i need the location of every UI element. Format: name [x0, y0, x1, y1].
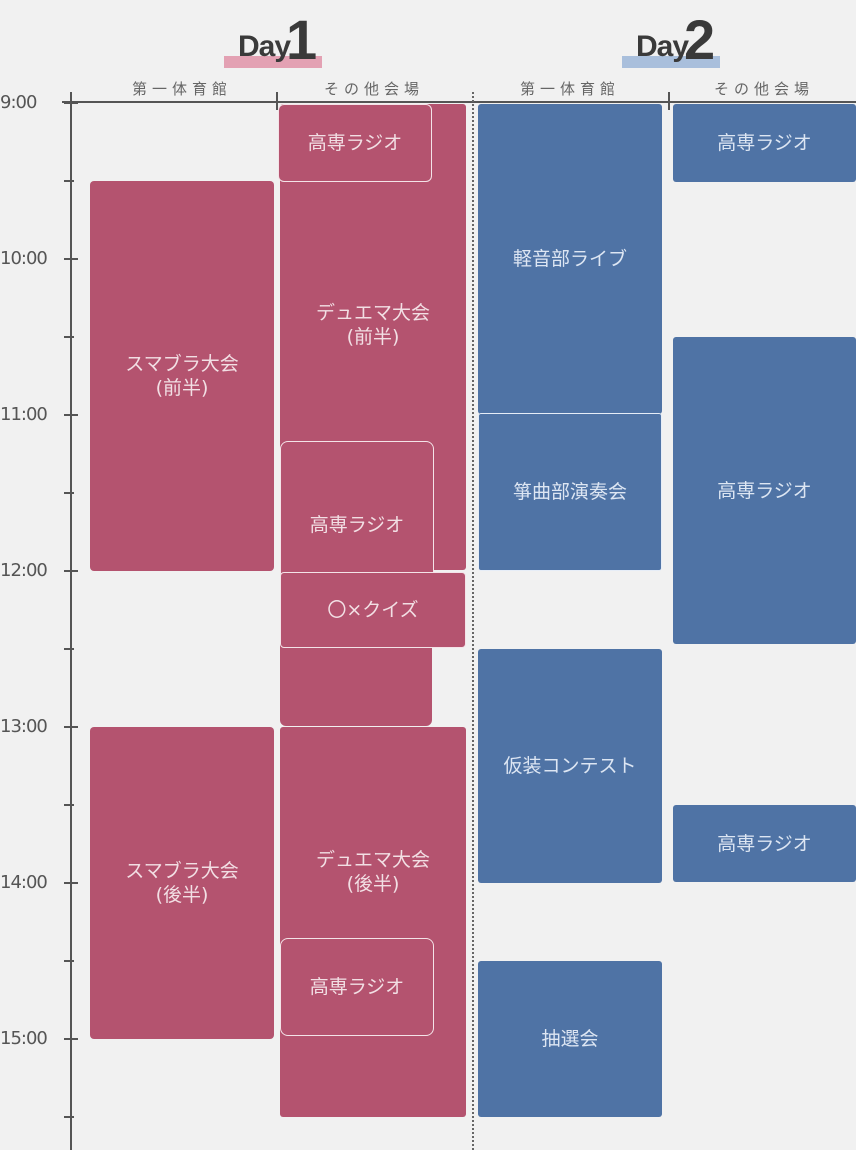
- event-label: 抽選会: [541, 1028, 599, 1050]
- event-lottery[interactable]: 抽選会: [478, 961, 662, 1117]
- event-label: スマブラ大会 (後半): [125, 860, 239, 906]
- event-label: 高専ラジオ: [717, 832, 812, 855]
- event-label: 〇×クイズ: [327, 599, 419, 621]
- hour-tick: [64, 102, 78, 104]
- event-kosen-radio-1430[interactable]: 高専ラジオ: [280, 938, 434, 1036]
- event-label: 高専ラジオ: [307, 132, 403, 154]
- half-hour-tick: [64, 804, 74, 806]
- event-koto-concert[interactable]: 箏曲部演奏会: [478, 413, 662, 571]
- hour-label-900: 9:00: [0, 92, 37, 113]
- hour-label-1200: 12:00: [0, 560, 48, 581]
- day-divider: [472, 92, 474, 1150]
- event-kosen-radio-block: [280, 640, 432, 726]
- hour-label-1300: 13:00: [0, 716, 48, 737]
- event-smash-first-half[interactable]: スマブラ大会 (前半): [90, 181, 274, 571]
- header-separator: [668, 92, 670, 110]
- col-header-day2-gym: 第一体育館: [519, 80, 620, 98]
- header-separator: [276, 92, 278, 110]
- event-label: 高専ラジオ: [309, 976, 405, 998]
- day2-number: 2: [684, 8, 716, 71]
- hour-label-1400: 14:00: [0, 872, 48, 893]
- event-costume-contest[interactable]: 仮装コンテスト: [478, 649, 662, 883]
- event-label: 高専ラジオ: [717, 132, 812, 154]
- half-hour-tick: [64, 1116, 74, 1118]
- event-duel-masters-second-half[interactable]: デュエマ大会 (後半): [280, 727, 466, 1117]
- day1-title: Day 1: [224, 6, 322, 70]
- event-label: 箏曲部演奏会: [512, 481, 627, 503]
- half-hour-tick: [64, 180, 74, 182]
- half-hour-tick: [64, 336, 74, 338]
- half-hour-tick: [64, 492, 74, 494]
- hour-tick: [64, 726, 78, 728]
- day1-highlight: [224, 56, 322, 68]
- event-label: 仮装コンテスト: [503, 755, 637, 777]
- hour-tick: [64, 414, 78, 416]
- event-label: スマブラ大会 (前半): [125, 353, 239, 399]
- half-hour-tick: [64, 648, 74, 650]
- hour-tick: [64, 570, 78, 572]
- event-label: 高専ラジオ: [717, 479, 812, 502]
- col-header-day2-other: その他会場: [713, 80, 814, 98]
- time-axis: [70, 92, 72, 1150]
- hour-tick: [64, 1038, 78, 1040]
- hour-tick: [64, 882, 78, 884]
- event-light-music-live[interactable]: 軽音部ライブ: [478, 104, 662, 414]
- event-label: 軽音部ライブ: [512, 248, 627, 270]
- event-label: 高専ラジオ: [309, 513, 405, 536]
- event-label: デュエマ大会 (前半): [315, 302, 430, 348]
- hour-label-1100: 11:00: [0, 404, 48, 425]
- event-kosen-radio-day2-1330[interactable]: 高専ラジオ: [673, 805, 856, 882]
- event-label: デュエマ大会 (後半): [315, 849, 430, 895]
- event-smash-second-half[interactable]: スマブラ大会 (後半): [90, 727, 274, 1039]
- event-quiz[interactable]: 〇×クイズ: [280, 572, 466, 648]
- header-rule: [62, 101, 856, 103]
- hour-label-1000: 10:00: [0, 248, 48, 269]
- col-header-day1-gym: 第一体育館: [131, 80, 232, 98]
- day1-word: Day: [238, 30, 291, 63]
- event-kosen-radio-day2-0900[interactable]: 高専ラジオ: [673, 104, 856, 182]
- hour-label-1500: 15:00: [0, 1028, 48, 1049]
- event-kosen-radio-day2-1030[interactable]: 高専ラジオ: [673, 337, 856, 644]
- day2-title: Day 2: [622, 6, 720, 70]
- col-header-day1-other: その他会場: [323, 80, 424, 98]
- day2-highlight: [622, 56, 720, 68]
- day2-word: Day: [636, 30, 689, 63]
- hour-tick: [64, 258, 78, 260]
- half-hour-tick: [64, 960, 74, 962]
- event-kosen-radio-0900[interactable]: 高専ラジオ: [278, 104, 432, 182]
- day1-number: 1: [286, 8, 318, 71]
